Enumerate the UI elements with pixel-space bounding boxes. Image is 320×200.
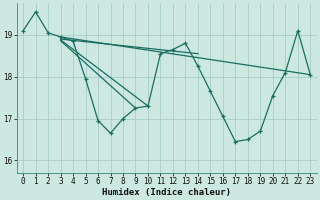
X-axis label: Humidex (Indice chaleur): Humidex (Indice chaleur): [102, 188, 231, 197]
